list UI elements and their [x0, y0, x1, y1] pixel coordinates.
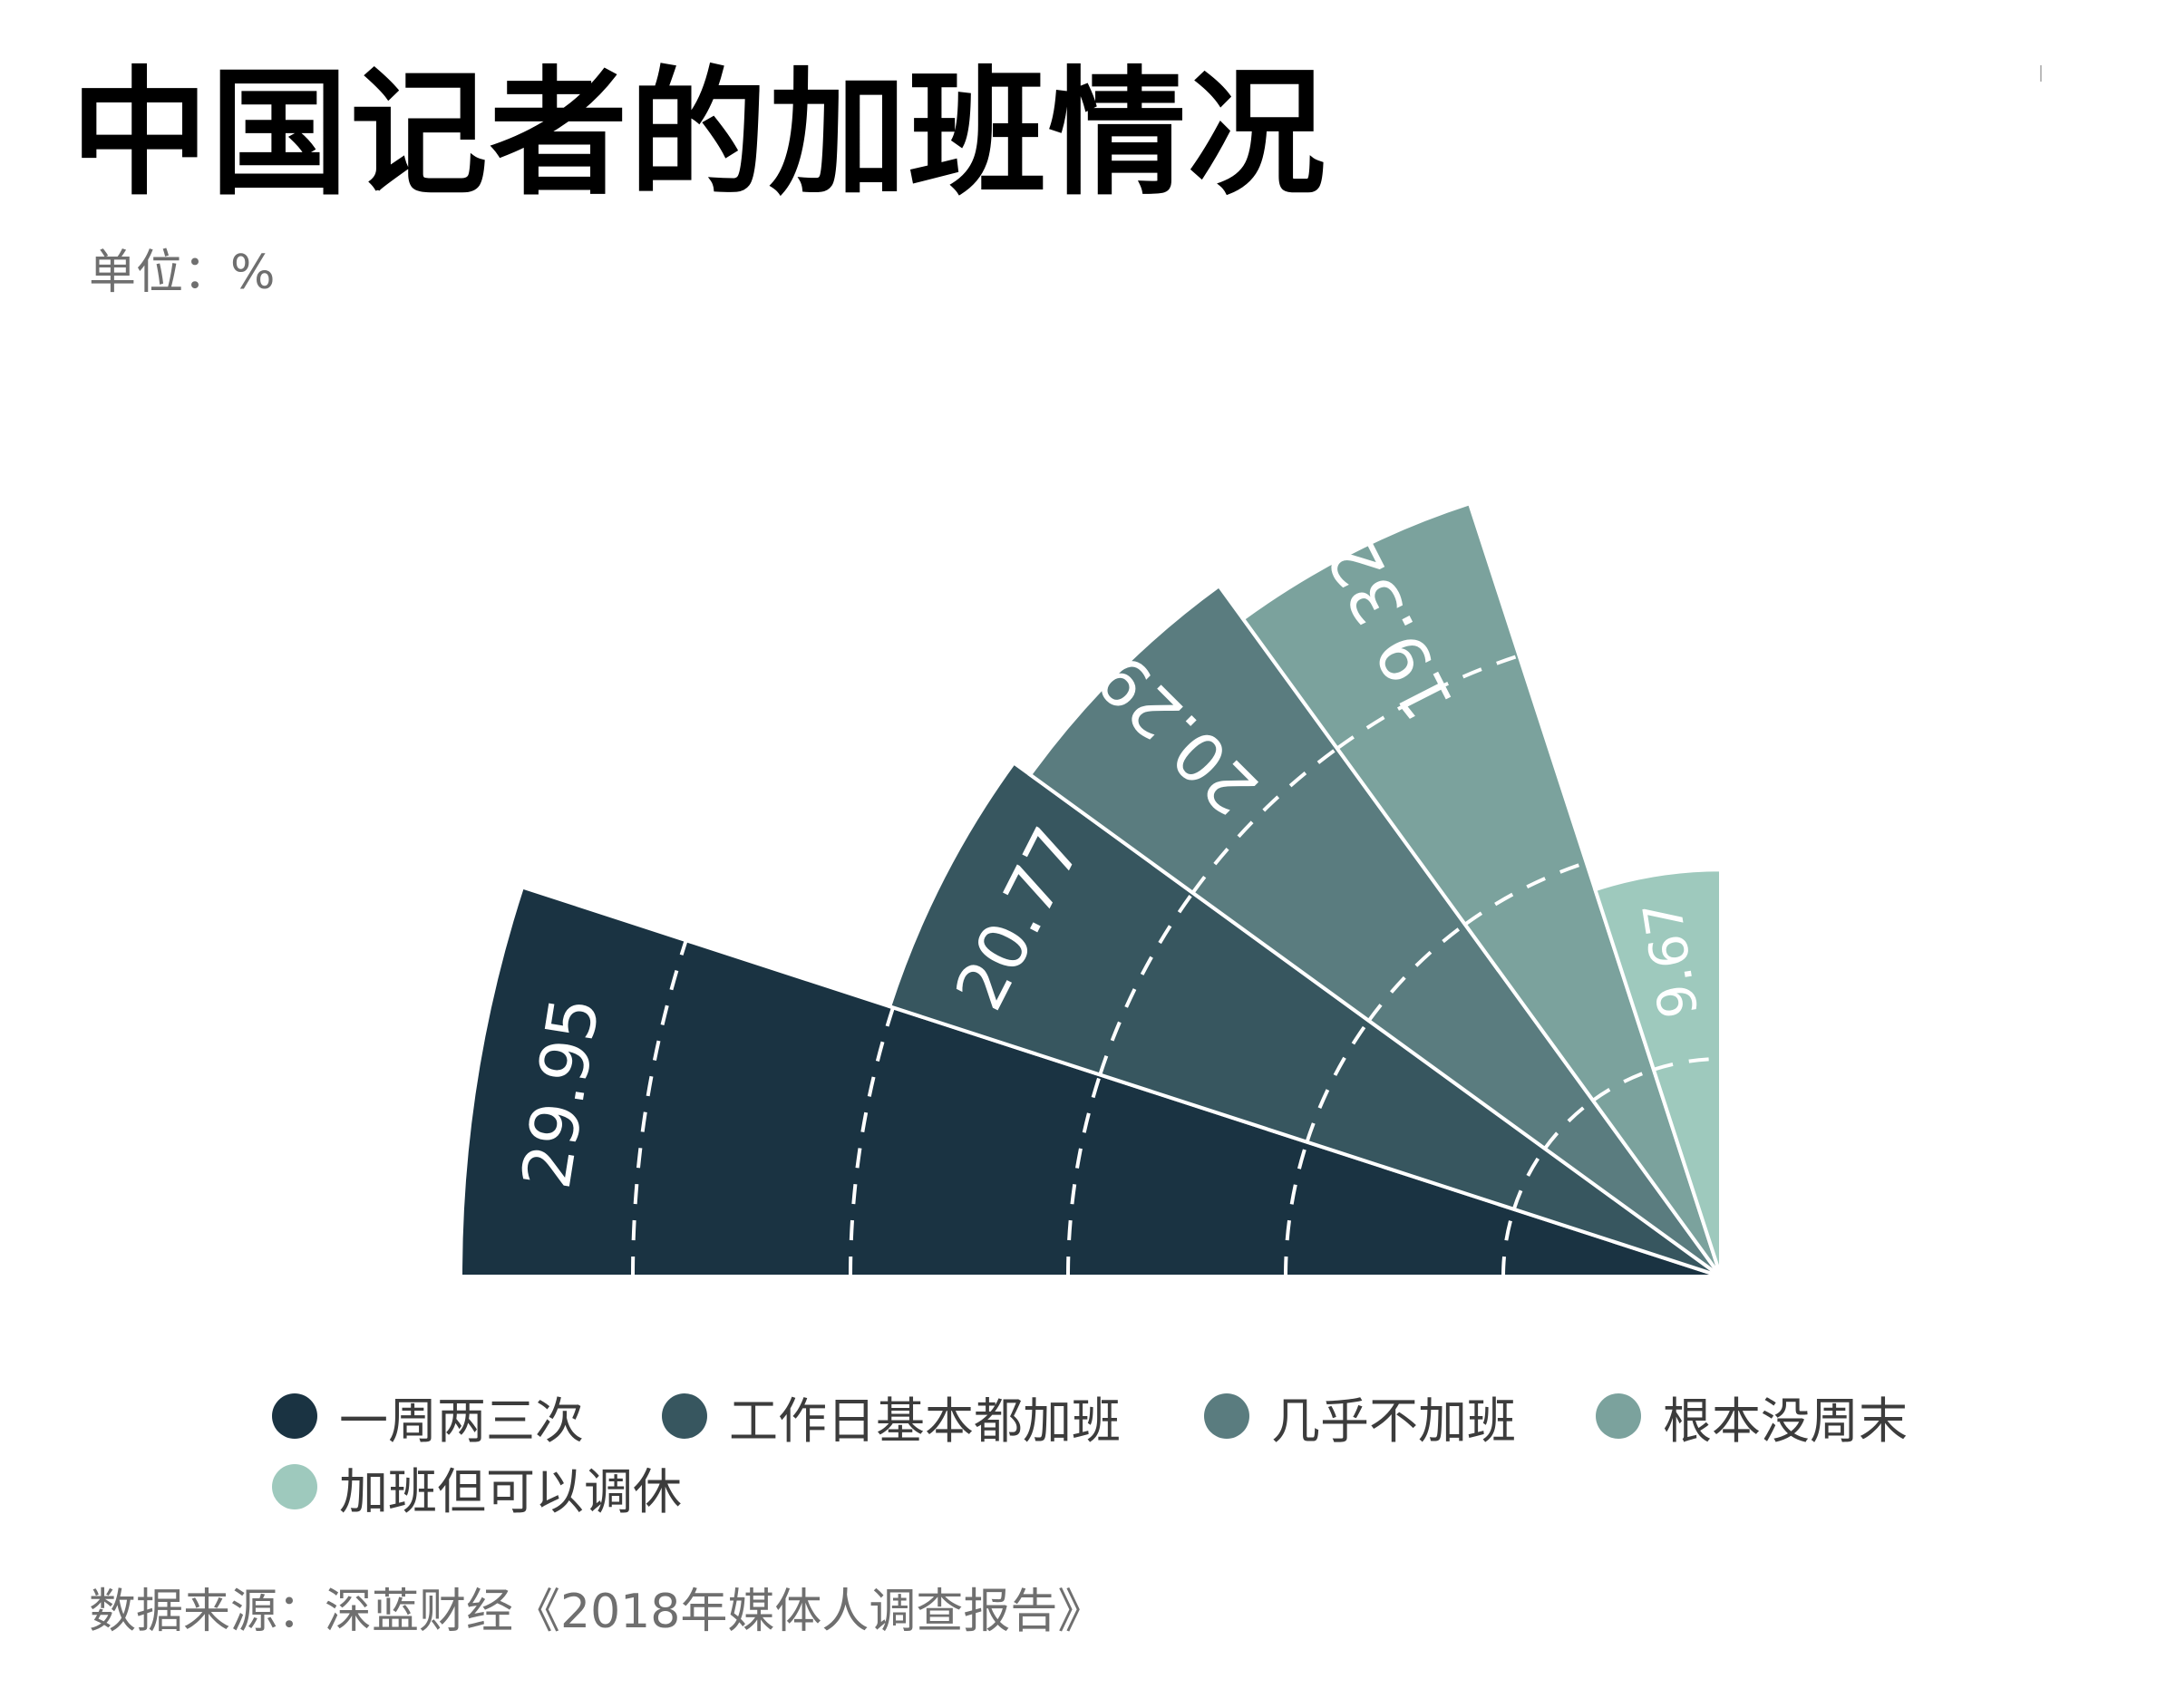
grid-ring — [1367, 923, 1467, 1023]
grid-ring — [1336, 654, 1520, 751]
chart-title: 中国记者的加班情况 — [71, 53, 1327, 214]
legend-label: 加班但可以调休 — [339, 1462, 682, 1520]
decorative-tick — [2040, 65, 2042, 82]
grid-ring — [1511, 1147, 1547, 1210]
data-source: 数据来源：深蓝财经《2018年媒体人调查报告》 — [89, 1585, 1105, 1639]
grid-ring — [1543, 1099, 1595, 1150]
legend-item-1: 一周两三次 — [272, 1387, 584, 1450]
legend-item-4: 根本没周末 — [1596, 1387, 1908, 1450]
legend-label: 工作日基本都加班 — [729, 1392, 1121, 1450]
legend-swatch — [662, 1393, 707, 1439]
legend-swatch — [1204, 1393, 1249, 1439]
legend-label: 一周两三次 — [339, 1392, 584, 1450]
grid-ring — [1591, 1067, 1655, 1102]
legend-label: 几乎不加班 — [1271, 1392, 1516, 1450]
sector-4 — [1240, 500, 1723, 1278]
grid-ring — [1305, 1019, 1371, 1143]
legend-swatch — [1596, 1393, 1641, 1439]
grid-ring — [1098, 891, 1195, 1076]
legend-item-3: 几乎不加班 — [1204, 1387, 1516, 1450]
grid-ring — [1463, 860, 1588, 927]
grid-ring — [1653, 1057, 1722, 1072]
legend-item-2: 工作日基本都加班 — [662, 1387, 1121, 1450]
grid-ring — [1190, 746, 1338, 894]
grid-ring — [1284, 1141, 1309, 1277]
grid-ring — [1501, 1208, 1516, 1277]
legend-swatch — [272, 1393, 317, 1439]
sector-2 — [887, 760, 1723, 1278]
grid-ring — [1066, 1073, 1103, 1277]
sector-1 — [458, 884, 1722, 1278]
sector-5 — [1592, 868, 1723, 1277]
legend-label: 根本没周末 — [1663, 1392, 1908, 1450]
legend-item-5: 加班但可以调休 — [272, 1458, 682, 1520]
legend-swatch — [272, 1464, 317, 1509]
unit-label: 单位：% — [89, 246, 276, 300]
grid-ring — [631, 939, 688, 1277]
sector-3 — [1027, 583, 1723, 1278]
